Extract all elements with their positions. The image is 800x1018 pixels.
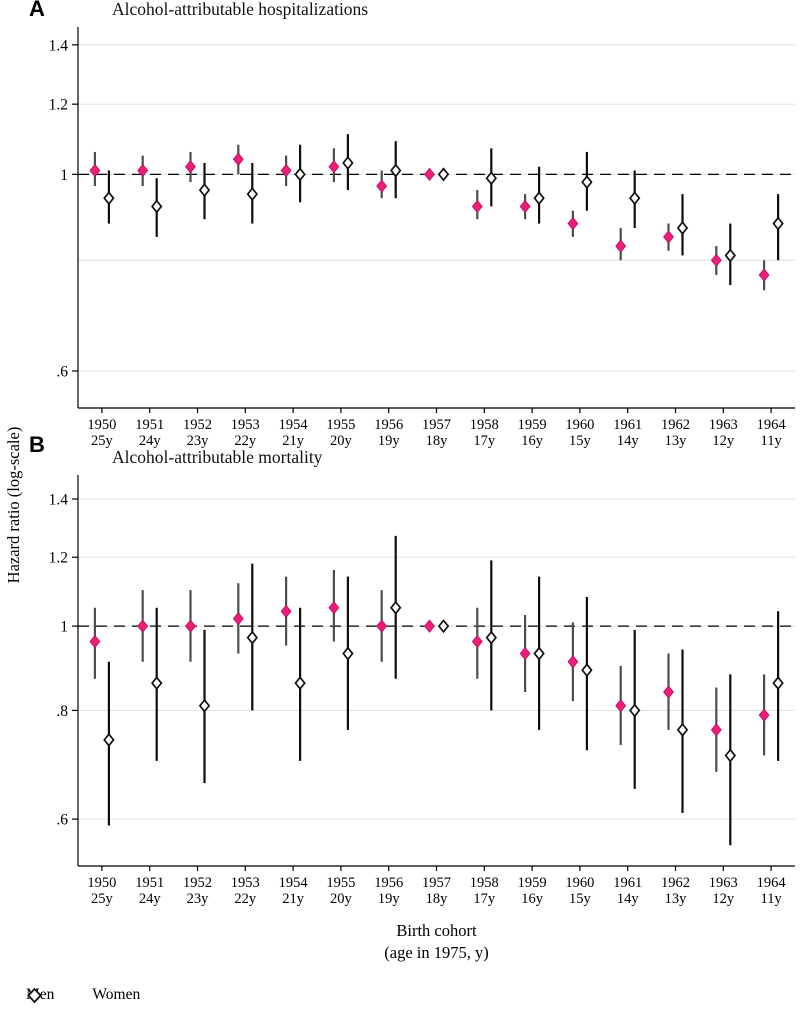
svg-text:1962: 1962 [661, 875, 690, 891]
svg-text:1964: 1964 [757, 875, 787, 891]
svg-text:22y: 22y [234, 433, 257, 449]
svg-text:23y: 23y [187, 433, 210, 449]
svg-text:1950: 1950 [87, 875, 116, 891]
svg-text:25y: 25y [91, 433, 114, 449]
svg-text:.6: .6 [56, 363, 68, 380]
svg-text:17y: 17y [473, 891, 496, 907]
svg-text:15y: 15y [569, 433, 592, 449]
svg-text:1: 1 [60, 167, 68, 184]
svg-text:1959: 1959 [518, 417, 547, 433]
svg-text:1954: 1954 [279, 417, 309, 433]
svg-text:1955: 1955 [326, 417, 355, 433]
svg-text:1960: 1960 [565, 875, 594, 891]
svg-text:1.4: 1.4 [49, 491, 69, 508]
svg-text:1: 1 [60, 619, 68, 636]
svg-text:21y: 21y [282, 891, 305, 907]
legend: Men Women [26, 986, 140, 1004]
svg-text:1964: 1964 [757, 417, 787, 433]
panel-b-title: Alcohol-attributable mortality [112, 447, 323, 467]
panel-a-title: Alcohol-attributable hospitalizations [112, 0, 369, 19]
panel-a-letter: A [29, 0, 45, 21]
svg-text:18y: 18y [426, 433, 449, 449]
svg-text:19y: 19y [378, 433, 401, 449]
svg-text:1952: 1952 [183, 875, 212, 891]
svg-text:1951: 1951 [135, 875, 164, 891]
svg-text:15y: 15y [569, 891, 592, 907]
svg-text:.6: .6 [56, 812, 68, 829]
svg-text:24y: 24y [139, 433, 162, 449]
svg-text:1963: 1963 [709, 875, 738, 891]
svg-text:1961: 1961 [613, 875, 642, 891]
panel-b-letter: B [29, 432, 45, 457]
legend-item-women: Women [27, 986, 141, 1004]
svg-text:1953: 1953 [231, 417, 260, 433]
svg-text:1960: 1960 [565, 417, 594, 433]
svg-text:1.4: 1.4 [49, 37, 69, 54]
svg-text:1957: 1957 [422, 875, 451, 891]
svg-text:12y: 12y [712, 891, 735, 907]
svg-text:1955: 1955 [326, 875, 355, 891]
svg-text:1959: 1959 [518, 875, 547, 891]
legend-label-women: Women [92, 986, 141, 1003]
svg-text:1.2: 1.2 [49, 550, 68, 567]
svg-text:1957: 1957 [422, 417, 451, 433]
svg-text:1952: 1952 [183, 417, 212, 433]
svg-text:20y: 20y [330, 891, 353, 907]
svg-text:1961: 1961 [613, 417, 642, 433]
svg-text:1.2: 1.2 [49, 97, 68, 114]
svg-text:1958: 1958 [470, 417, 499, 433]
svg-text:1956: 1956 [374, 875, 403, 891]
svg-text:13y: 13y [665, 891, 688, 907]
svg-text:1962: 1962 [661, 417, 690, 433]
svg-text:1950: 1950 [87, 417, 116, 433]
svg-text:1953: 1953 [231, 875, 260, 891]
svg-text:14y: 14y [617, 891, 640, 907]
x-axis-label-line2: (age in 1975, y) [384, 943, 489, 962]
y-axis-label: Hazard ratio (log-scale) [4, 426, 23, 584]
svg-text:.8: .8 [56, 703, 68, 720]
svg-text:18y: 18y [426, 891, 449, 907]
svg-text:11y: 11y [760, 891, 782, 907]
svg-text:16y: 16y [521, 433, 544, 449]
svg-text:16y: 16y [521, 891, 544, 907]
svg-text:12y: 12y [712, 433, 735, 449]
svg-text:13y: 13y [665, 433, 688, 449]
svg-text:17y: 17y [473, 433, 496, 449]
svg-text:21y: 21y [282, 433, 305, 449]
svg-text:23y: 23y [187, 891, 210, 907]
svg-text:1954: 1954 [279, 875, 309, 891]
svg-text:1963: 1963 [709, 417, 738, 433]
svg-text:25y: 25y [91, 891, 114, 907]
svg-text:20y: 20y [330, 433, 353, 449]
svg-text:14y: 14y [617, 433, 640, 449]
women-diamond-icon [27, 987, 42, 1003]
svg-text:1956: 1956 [374, 417, 403, 433]
svg-text:22y: 22y [234, 891, 257, 907]
svg-text:24y: 24y [139, 891, 162, 907]
svg-text:19y: 19y [378, 891, 401, 907]
x-axis-label: Birth cohort (age in 1975, y) [78, 920, 795, 964]
svg-text:11y: 11y [760, 433, 782, 449]
svg-text:1958: 1958 [470, 875, 499, 891]
svg-text:1951: 1951 [135, 417, 164, 433]
x-axis-label-line1: Birth cohort [396, 921, 477, 940]
